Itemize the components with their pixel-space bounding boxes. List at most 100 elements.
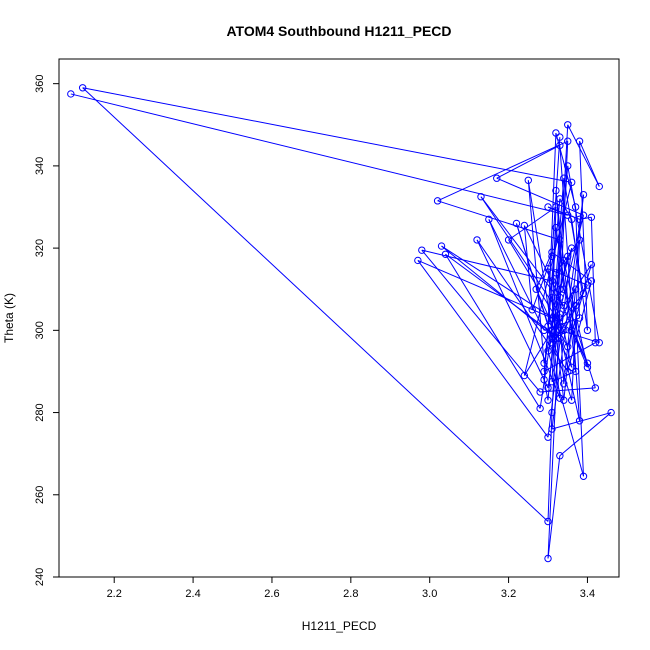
- data-point: [528, 306, 536, 314]
- series-0-segment: [551, 124, 569, 413]
- series-0-segment: [579, 141, 600, 187]
- series-0-segment: [590, 217, 596, 343]
- series-0-segment: [82, 87, 549, 522]
- y-tick-label: 340: [34, 157, 46, 175]
- data-point: [552, 223, 560, 232]
- data-point: [571, 203, 580, 211]
- data-point: [579, 472, 588, 480]
- data-point: [548, 293, 556, 302]
- series-0-segment: [547, 132, 557, 327]
- series-0-segment: [547, 350, 584, 477]
- data-point: [583, 281, 592, 289]
- series-0-segment: [551, 251, 592, 282]
- series-0-segment: [508, 206, 557, 241]
- data-point: [544, 347, 552, 355]
- data-point: [560, 285, 568, 293]
- data-point: [567, 215, 576, 224]
- series-0-segment: [441, 245, 557, 339]
- series-0-segment: [579, 141, 588, 331]
- series-0-segment: [551, 137, 561, 257]
- y-tick-label: 260: [34, 486, 46, 504]
- data-point: [607, 408, 615, 417]
- data-point: [564, 121, 572, 129]
- data-point: [564, 367, 572, 376]
- x-tick-label: 3.2: [501, 588, 516, 600]
- data-point: [477, 193, 485, 201]
- data-point: [567, 244, 576, 252]
- plot-frame: [58, 58, 620, 578]
- data-point: [552, 186, 560, 195]
- data-point: [544, 322, 552, 330]
- data-point: [567, 326, 576, 335]
- data-point: [587, 260, 596, 269]
- data-point: [552, 334, 560, 343]
- series-0-segment: [555, 239, 580, 274]
- data-point: [544, 264, 552, 273]
- data-point: [512, 219, 521, 228]
- series-0-segment: [421, 249, 541, 393]
- data-point: [579, 289, 588, 298]
- data-point: [575, 236, 584, 244]
- data-point: [591, 384, 600, 392]
- series-0-segment: [551, 293, 584, 331]
- data-point: [575, 417, 584, 425]
- x-axis-label: H1211_PECD: [302, 619, 377, 633]
- series-0-segment: [417, 260, 549, 438]
- data-point: [414, 256, 422, 265]
- data-point: [560, 326, 568, 335]
- data-point: [556, 293, 564, 302]
- data-point: [441, 250, 450, 258]
- data-point: [556, 236, 564, 244]
- data-point: [485, 215, 493, 224]
- series-0-segment: [547, 268, 588, 286]
- data-point: [548, 252, 556, 261]
- x-tick-label: 2.4: [185, 588, 200, 600]
- series-0-segment: [82, 87, 572, 183]
- data-point: [520, 371, 529, 380]
- series-0-segment: [575, 305, 585, 477]
- series-0-segment: [551, 206, 557, 331]
- x-tick-label: 2.2: [107, 588, 122, 600]
- data-point: [583, 359, 592, 367]
- data-point: [540, 375, 548, 384]
- data-point: [544, 396, 552, 404]
- series-0-segment: [555, 190, 577, 372]
- data-point: [556, 314, 564, 322]
- data-point: [536, 404, 544, 413]
- data-point: [548, 338, 556, 347]
- data-point: [564, 252, 572, 261]
- data-point: [587, 213, 596, 221]
- data-point: [560, 380, 568, 388]
- x-tick-label: 3.4: [580, 588, 595, 600]
- data-point: [556, 285, 564, 293]
- data-point: [552, 269, 560, 277]
- data-point: [544, 433, 552, 441]
- series-0-segment: [508, 239, 565, 331]
- data-point: [548, 277, 556, 285]
- data-point: [567, 178, 576, 187]
- data-point: [544, 384, 552, 392]
- data-point: [571, 367, 580, 376]
- data-point: [564, 343, 572, 351]
- data-point: [595, 338, 603, 347]
- data-point: [418, 246, 426, 254]
- series-0-segment: [547, 412, 553, 522]
- series-0-segment: [547, 248, 573, 438]
- series-0-segment: [563, 289, 577, 401]
- series-0-segment: [559, 284, 588, 339]
- data-point: [433, 197, 442, 205]
- y-tick-label: 280: [34, 403, 46, 421]
- series-0-segment: [559, 412, 612, 457]
- series-0-segment: [523, 225, 561, 298]
- x-tick-label: 2.6: [264, 588, 279, 600]
- data-point: [564, 211, 572, 219]
- series-0-segment: [70, 93, 568, 216]
- data-point: [556, 394, 564, 402]
- data-point: [575, 215, 584, 224]
- data-point: [567, 363, 576, 372]
- data-point: [571, 285, 580, 293]
- data-point: [548, 334, 556, 343]
- data-point: [567, 396, 576, 404]
- data-point: [575, 314, 584, 322]
- data-point: [552, 129, 560, 137]
